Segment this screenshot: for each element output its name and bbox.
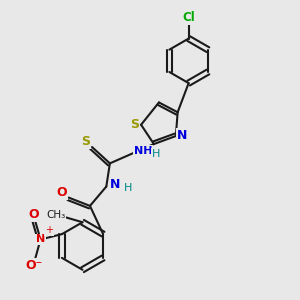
Text: S: S [81, 135, 90, 148]
Text: +: + [45, 225, 53, 235]
Text: O⁻: O⁻ [25, 259, 42, 272]
Text: H: H [124, 183, 132, 193]
Text: N: N [110, 178, 120, 191]
Text: N: N [36, 235, 45, 244]
Text: H: H [152, 149, 161, 159]
Text: S: S [130, 118, 139, 131]
Text: O: O [28, 208, 39, 221]
Text: O: O [57, 186, 67, 199]
Text: N: N [177, 129, 188, 142]
Text: Cl: Cl [183, 11, 196, 24]
Text: NH: NH [134, 146, 152, 156]
Text: CH₃: CH₃ [46, 210, 65, 220]
